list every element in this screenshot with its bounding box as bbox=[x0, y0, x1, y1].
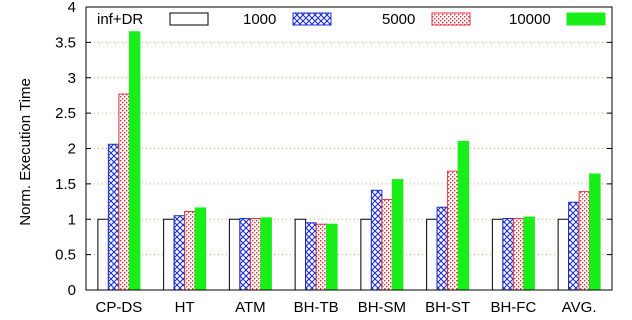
y-tick-label: 4 bbox=[68, 0, 76, 16]
bar-BH-SM-10000 bbox=[391, 179, 404, 291]
bar-ATM-5000 bbox=[249, 218, 262, 291]
bar-BH-TB-inf+DR bbox=[294, 218, 307, 291]
legend-swatch bbox=[292, 12, 332, 26]
legend-swatch bbox=[566, 12, 606, 26]
x-tick-label: CP-DS bbox=[96, 299, 143, 316]
plot-frame bbox=[85, 6, 613, 291]
legend-label: inf+DR bbox=[97, 11, 143, 28]
bar-BH-ST-1000 bbox=[436, 206, 449, 291]
bar-CP-DS-5000 bbox=[118, 93, 130, 291]
x-tick-label: ATM bbox=[235, 299, 266, 316]
legend-swatch bbox=[169, 12, 209, 26]
x-tick-label: BH-ST bbox=[425, 299, 470, 316]
bar-BH-SM-5000 bbox=[381, 198, 393, 291]
y-tick-label: 2 bbox=[68, 141, 76, 158]
bar-BH-TB-10000 bbox=[326, 223, 338, 291]
bar-BH-SM-inf+DR bbox=[360, 218, 372, 291]
bar-BH-SM-1000 bbox=[370, 189, 383, 291]
bar-AVG.-10000 bbox=[589, 173, 601, 291]
y-tick-label: 0 bbox=[68, 282, 76, 299]
bar-CP-DS-1000 bbox=[107, 143, 120, 291]
bar-CP-DS-inf+DR bbox=[97, 218, 109, 291]
y-tick-label: 1 bbox=[68, 211, 76, 228]
bar-BH-ST-10000 bbox=[457, 140, 470, 291]
y-tick-label: 1.5 bbox=[55, 176, 76, 193]
bar-BH-TB-5000 bbox=[315, 223, 328, 291]
bars bbox=[97, 31, 601, 291]
x-tick-label: HT bbox=[175, 299, 195, 316]
bar-HT-5000 bbox=[184, 210, 196, 291]
y-tick-label: 3 bbox=[68, 70, 76, 87]
legend: inf+DR 1000 5000 10000 bbox=[97, 11, 606, 28]
bar-ATM-10000 bbox=[260, 217, 272, 291]
y-tick-label: 3.5 bbox=[55, 34, 76, 51]
legend-swatch bbox=[431, 12, 471, 26]
legend-label: 1000 bbox=[243, 11, 276, 28]
y-axis-title: Norm. Execution Time bbox=[17, 78, 34, 226]
bar-HT-10000 bbox=[194, 207, 207, 291]
bar-HT-1000 bbox=[173, 215, 186, 291]
y-tick-label: 2.5 bbox=[55, 105, 76, 122]
bar-BH-ST-inf+DR bbox=[426, 218, 438, 291]
axes: 0 0.5 1 1.5 2 2.5 3 3.5 4 CP-DS HT ATM BH-TB BH-SM BH-… bbox=[55, 0, 613, 316]
x-tick-label: BH-FC bbox=[490, 299, 536, 316]
x-tick-label: AVG. bbox=[562, 299, 597, 316]
bar-AVG.-inf+DR bbox=[557, 218, 570, 291]
bar-BH-FC-inf+DR bbox=[491, 218, 504, 291]
legend-label: 5000 bbox=[382, 11, 415, 28]
bar-AVG.-5000 bbox=[578, 191, 591, 291]
bar-BH-FC-10000 bbox=[523, 216, 535, 291]
bar-ATM-inf+DR bbox=[228, 218, 241, 291]
y-tick-label: 0.5 bbox=[55, 247, 76, 264]
bar-BH-ST-5000 bbox=[447, 170, 459, 291]
bar-HT-inf+DR bbox=[163, 218, 175, 291]
bar-CP-DS-10000 bbox=[128, 31, 141, 291]
bar-BH-FC-1000 bbox=[502, 218, 514, 291]
legend-label: 10000 bbox=[509, 11, 551, 28]
bar-BH-FC-5000 bbox=[512, 218, 525, 291]
x-tick-label: BH-TB bbox=[294, 299, 339, 316]
bar-ATM-1000 bbox=[239, 218, 251, 291]
bar-BH-TB-1000 bbox=[305, 222, 317, 291]
x-tick-label: BH-SM bbox=[358, 299, 406, 316]
bar-AVG.-1000 bbox=[568, 201, 580, 291]
